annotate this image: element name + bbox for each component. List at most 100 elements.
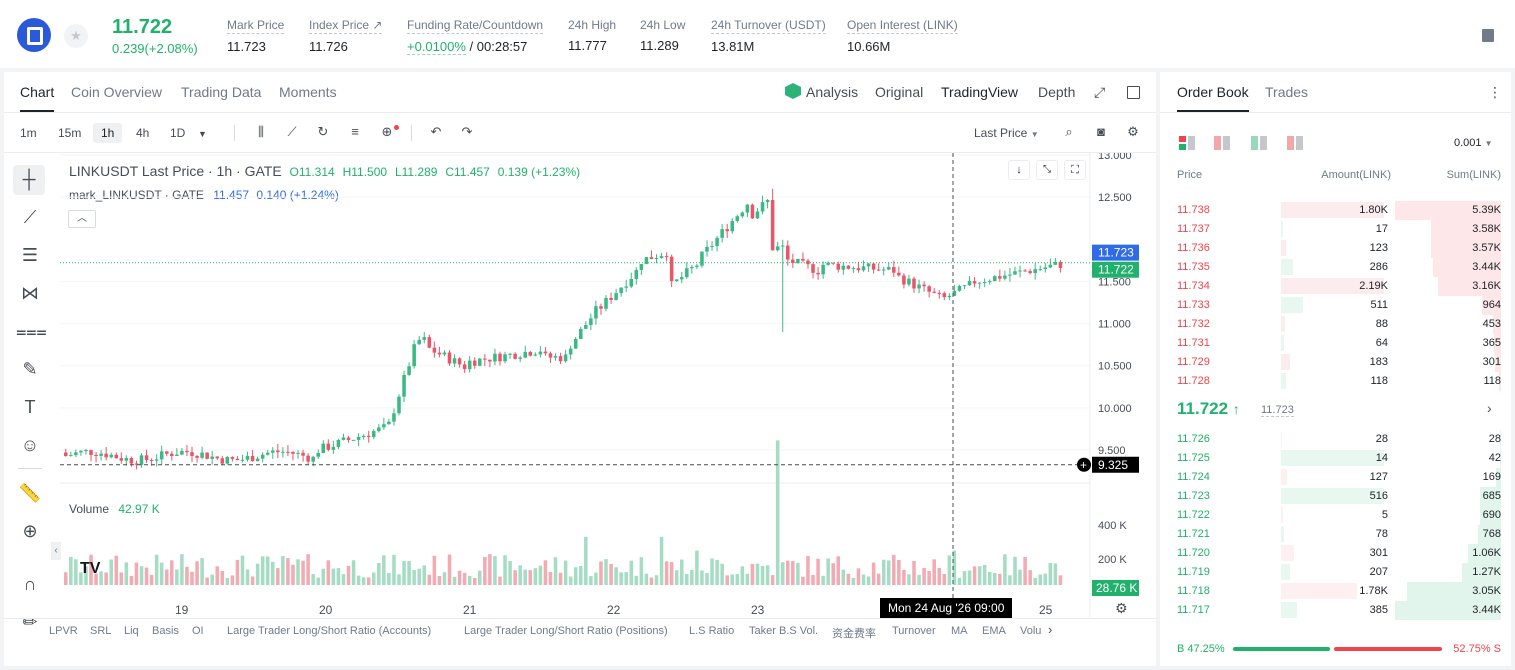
volume-bar[interactable] xyxy=(952,550,957,585)
view-depth[interactable]: Depth xyxy=(1038,84,1076,100)
volume-bar[interactable] xyxy=(993,572,997,585)
volume-bar[interactable] xyxy=(472,578,477,585)
volume-bar[interactable] xyxy=(427,574,432,585)
volume-bar[interactable] xyxy=(750,563,755,585)
candle-body[interactable] xyxy=(619,287,623,294)
volume-bar[interactable] xyxy=(644,573,649,585)
candle-body[interactable] xyxy=(563,354,568,362)
candle-body[interactable] xyxy=(134,463,139,465)
volume-bar[interactable] xyxy=(881,559,886,585)
candle-body[interactable] xyxy=(775,246,780,251)
candle-body[interactable] xyxy=(836,263,841,270)
volume-bar[interactable] xyxy=(811,574,815,585)
volume-bar[interactable] xyxy=(609,563,613,585)
brush-icon[interactable]: ✎ xyxy=(22,359,38,379)
volume-bar[interactable] xyxy=(892,554,896,585)
volume-bar[interactable] xyxy=(523,569,527,585)
volume-bar[interactable] xyxy=(341,574,346,585)
volume-bar[interactable] xyxy=(402,561,406,585)
volume-bar[interactable] xyxy=(215,566,220,585)
volume-bar[interactable] xyxy=(700,570,704,585)
volume-bar[interactable] xyxy=(462,572,467,585)
candle-body[interactable] xyxy=(816,272,820,275)
tf-1m[interactable]: 1m xyxy=(20,126,37,140)
bid-row[interactable]: 11.726 28 28 xyxy=(1160,430,1511,449)
candle-body[interactable] xyxy=(230,456,235,459)
fib-icon[interactable]: ☰ xyxy=(21,245,39,265)
volume-bar[interactable] xyxy=(791,561,795,585)
candle-body[interactable] xyxy=(589,318,593,325)
candle-body[interactable] xyxy=(260,454,265,459)
magnet-icon[interactable]: ∩ xyxy=(23,574,37,594)
bid-row[interactable]: 11.724 127 169 xyxy=(1160,468,1511,487)
volume-bar[interactable] xyxy=(467,575,472,585)
candle-body[interactable] xyxy=(271,450,275,453)
candle-body[interactable] xyxy=(200,452,204,458)
candle-body[interactable] xyxy=(235,458,240,461)
candle-body[interactable] xyxy=(649,257,654,260)
candle-body[interactable] xyxy=(1048,264,1053,268)
volume-bar[interactable] xyxy=(164,569,169,585)
candle-body[interactable] xyxy=(276,450,280,453)
volume-bar[interactable] xyxy=(836,556,841,585)
candle-body[interactable] xyxy=(644,257,649,265)
volume-bar[interactable] xyxy=(967,570,972,585)
candle-body[interactable] xyxy=(377,427,381,432)
volume-bar[interactable] xyxy=(377,562,381,585)
volume-bar[interactable] xyxy=(493,556,497,585)
volume-bar[interactable] xyxy=(498,576,502,585)
volume-bar[interactable] xyxy=(296,559,300,585)
volume-bar[interactable] xyxy=(573,567,578,585)
candle-body[interactable] xyxy=(942,293,947,298)
ask-row[interactable]: 11.737 17 3.58K xyxy=(1160,220,1511,239)
bid-row[interactable]: 11.719 207 1.27K xyxy=(1160,563,1511,582)
candle-body[interactable] xyxy=(139,455,144,465)
candle-body[interactable] xyxy=(725,229,729,232)
candle-body[interactable] xyxy=(74,452,78,456)
volume-bar[interactable] xyxy=(387,573,391,585)
candle-body[interactable] xyxy=(548,353,553,358)
volume-bar[interactable] xyxy=(604,559,608,585)
indicator-12[interactable]: EMA xyxy=(982,625,1006,637)
favorite-star-icon[interactable]: ★ xyxy=(64,24,88,48)
bid-row[interactable]: 11.721 78 768 xyxy=(1160,525,1511,544)
candle-body[interactable] xyxy=(1038,269,1042,271)
stat-open-interest[interactable]: Open Interest (LINK) 10.66M xyxy=(847,18,958,54)
volume-bar[interactable] xyxy=(780,562,785,585)
bid-row[interactable]: 11.718 1.78K 3.05K xyxy=(1160,582,1511,601)
candle-body[interactable] xyxy=(553,356,558,358)
volume-bar[interactable] xyxy=(74,559,78,585)
volume-bar[interactable] xyxy=(659,536,664,585)
volume-bar[interactable] xyxy=(220,570,225,585)
volume-bar[interactable] xyxy=(942,573,947,585)
volume-bar[interactable] xyxy=(982,565,987,585)
candle-body[interactable] xyxy=(543,351,548,354)
candle-body[interactable] xyxy=(356,436,361,440)
candle-body[interactable] xyxy=(129,458,134,464)
tab-trading-data[interactable]: Trading Data xyxy=(181,84,262,100)
tf-4h[interactable]: 4h xyxy=(136,126,150,140)
volume-bar[interactable] xyxy=(265,556,270,585)
volume-bar[interactable] xyxy=(351,560,356,585)
book-depth-icon[interactable] xyxy=(1287,136,1303,150)
ask-row[interactable]: 11.738 1.80K 5.39K xyxy=(1160,201,1511,220)
candle-body[interactable] xyxy=(710,245,714,247)
candle-body[interactable] xyxy=(856,268,861,271)
candle-body[interactable] xyxy=(402,374,406,397)
indicator-7[interactable]: L.S Ratio xyxy=(689,625,735,637)
volume-bar[interactable] xyxy=(801,576,805,585)
candle-body[interactable] xyxy=(972,281,977,284)
tf-15m[interactable]: 15m xyxy=(58,126,82,140)
candle-body[interactable] xyxy=(124,458,129,461)
candle-body[interactable] xyxy=(579,328,583,339)
volume-bar[interactable] xyxy=(568,576,573,585)
candle-body[interactable] xyxy=(114,454,119,459)
candle-body[interactable] xyxy=(336,439,341,447)
indicator-icon[interactable]: ⟋ xyxy=(287,124,297,139)
camera-icon[interactable]: ◙ xyxy=(1097,124,1105,139)
volume-bar[interactable] xyxy=(119,572,124,585)
volume-bar[interactable] xyxy=(488,554,492,585)
volume-bar[interactable] xyxy=(437,576,442,585)
candle-body[interactable] xyxy=(755,211,760,219)
volume-bar[interactable] xyxy=(382,555,386,585)
